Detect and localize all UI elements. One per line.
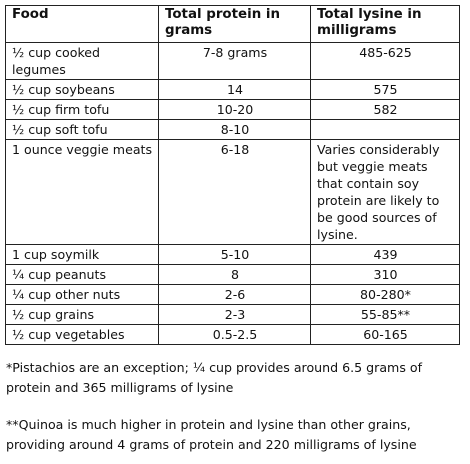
protein-cell: 8 bbox=[158, 264, 311, 285]
table-row: ½ cup firm tofu 10-20 582 bbox=[5, 99, 460, 120]
table-row: ½ cup soybeans 14 575 bbox=[5, 79, 460, 100]
header-lysine: Total lysine in milligrams bbox=[310, 5, 460, 43]
table-row: ½ cup grains 2-3 55-85** bbox=[5, 304, 460, 325]
table-row: 1 cup soymilk 5-10 439 bbox=[5, 244, 460, 265]
nutrition-table-container: Food Total protein in grams Total lysine… bbox=[5, 5, 460, 345]
footnote-quinoa: **Quinoa is much higher in protein and l… bbox=[6, 417, 417, 452]
food-cell: 1 ounce veggie meats bbox=[5, 139, 159, 245]
food-cell: ¼ cup peanuts bbox=[5, 264, 159, 285]
protein-lysine-table: Food Total protein in grams Total lysine… bbox=[5, 5, 460, 345]
lysine-cell: 439 bbox=[310, 244, 460, 265]
protein-cell: 14 bbox=[158, 79, 311, 100]
table-row: ¼ cup other nuts 2-6 80-280* bbox=[5, 284, 460, 305]
lysine-cell: 60-165 bbox=[310, 324, 460, 345]
protein-cell: 10-20 bbox=[158, 99, 311, 120]
lysine-cell: 582 bbox=[310, 99, 460, 120]
table-row: ½ cup soft tofu 8-10 bbox=[5, 119, 460, 140]
food-cell: ½ cup cooked legumes bbox=[5, 42, 159, 80]
protein-cell: 0.5-2.5 bbox=[158, 324, 311, 345]
table-row: ¼ cup peanuts 8 310 bbox=[5, 264, 460, 285]
food-cell: ½ cup vegetables bbox=[5, 324, 159, 345]
food-cell: ½ cup grains bbox=[5, 304, 159, 325]
food-cell: ¼ cup other nuts bbox=[5, 284, 159, 305]
table-row: ½ cup cooked legumes 7-8 grams 485-625 bbox=[5, 42, 460, 80]
lysine-cell: 55-85** bbox=[310, 304, 460, 325]
protein-cell: 2-3 bbox=[158, 304, 311, 325]
lysine-cell: 80-280* bbox=[310, 284, 460, 305]
table-row: ½ cup vegetables 0.5-2.5 60-165 bbox=[5, 324, 460, 345]
food-cell: 1 cup soymilk bbox=[5, 244, 159, 265]
food-cell: ½ cup soft tofu bbox=[5, 119, 159, 140]
lysine-cell: Varies considerably but veggie meats tha… bbox=[310, 139, 460, 245]
protein-cell: 5-10 bbox=[158, 244, 311, 265]
protein-cell: 8-10 bbox=[158, 119, 311, 140]
lysine-cell bbox=[310, 119, 460, 140]
lysine-cell: 575 bbox=[310, 79, 460, 100]
lysine-cell: 485-625 bbox=[310, 42, 460, 80]
food-cell: ½ cup soybeans bbox=[5, 79, 159, 100]
food-cell: ½ cup firm tofu bbox=[5, 99, 159, 120]
table-row: 1 ounce veggie meats 6-18 Varies conside… bbox=[5, 139, 460, 245]
header-protein: Total protein in grams bbox=[158, 5, 311, 43]
lysine-cell: 310 bbox=[310, 264, 460, 285]
protein-cell: 6-18 bbox=[158, 139, 311, 245]
footnote-pistachios: *Pistachios are an exception; ¼ cup prov… bbox=[6, 360, 423, 395]
table-header-row: Food Total protein in grams Total lysine… bbox=[5, 5, 460, 43]
protein-cell: 7-8 grams bbox=[158, 42, 311, 80]
protein-cell: 2-6 bbox=[158, 284, 311, 305]
header-food: Food bbox=[5, 5, 159, 43]
